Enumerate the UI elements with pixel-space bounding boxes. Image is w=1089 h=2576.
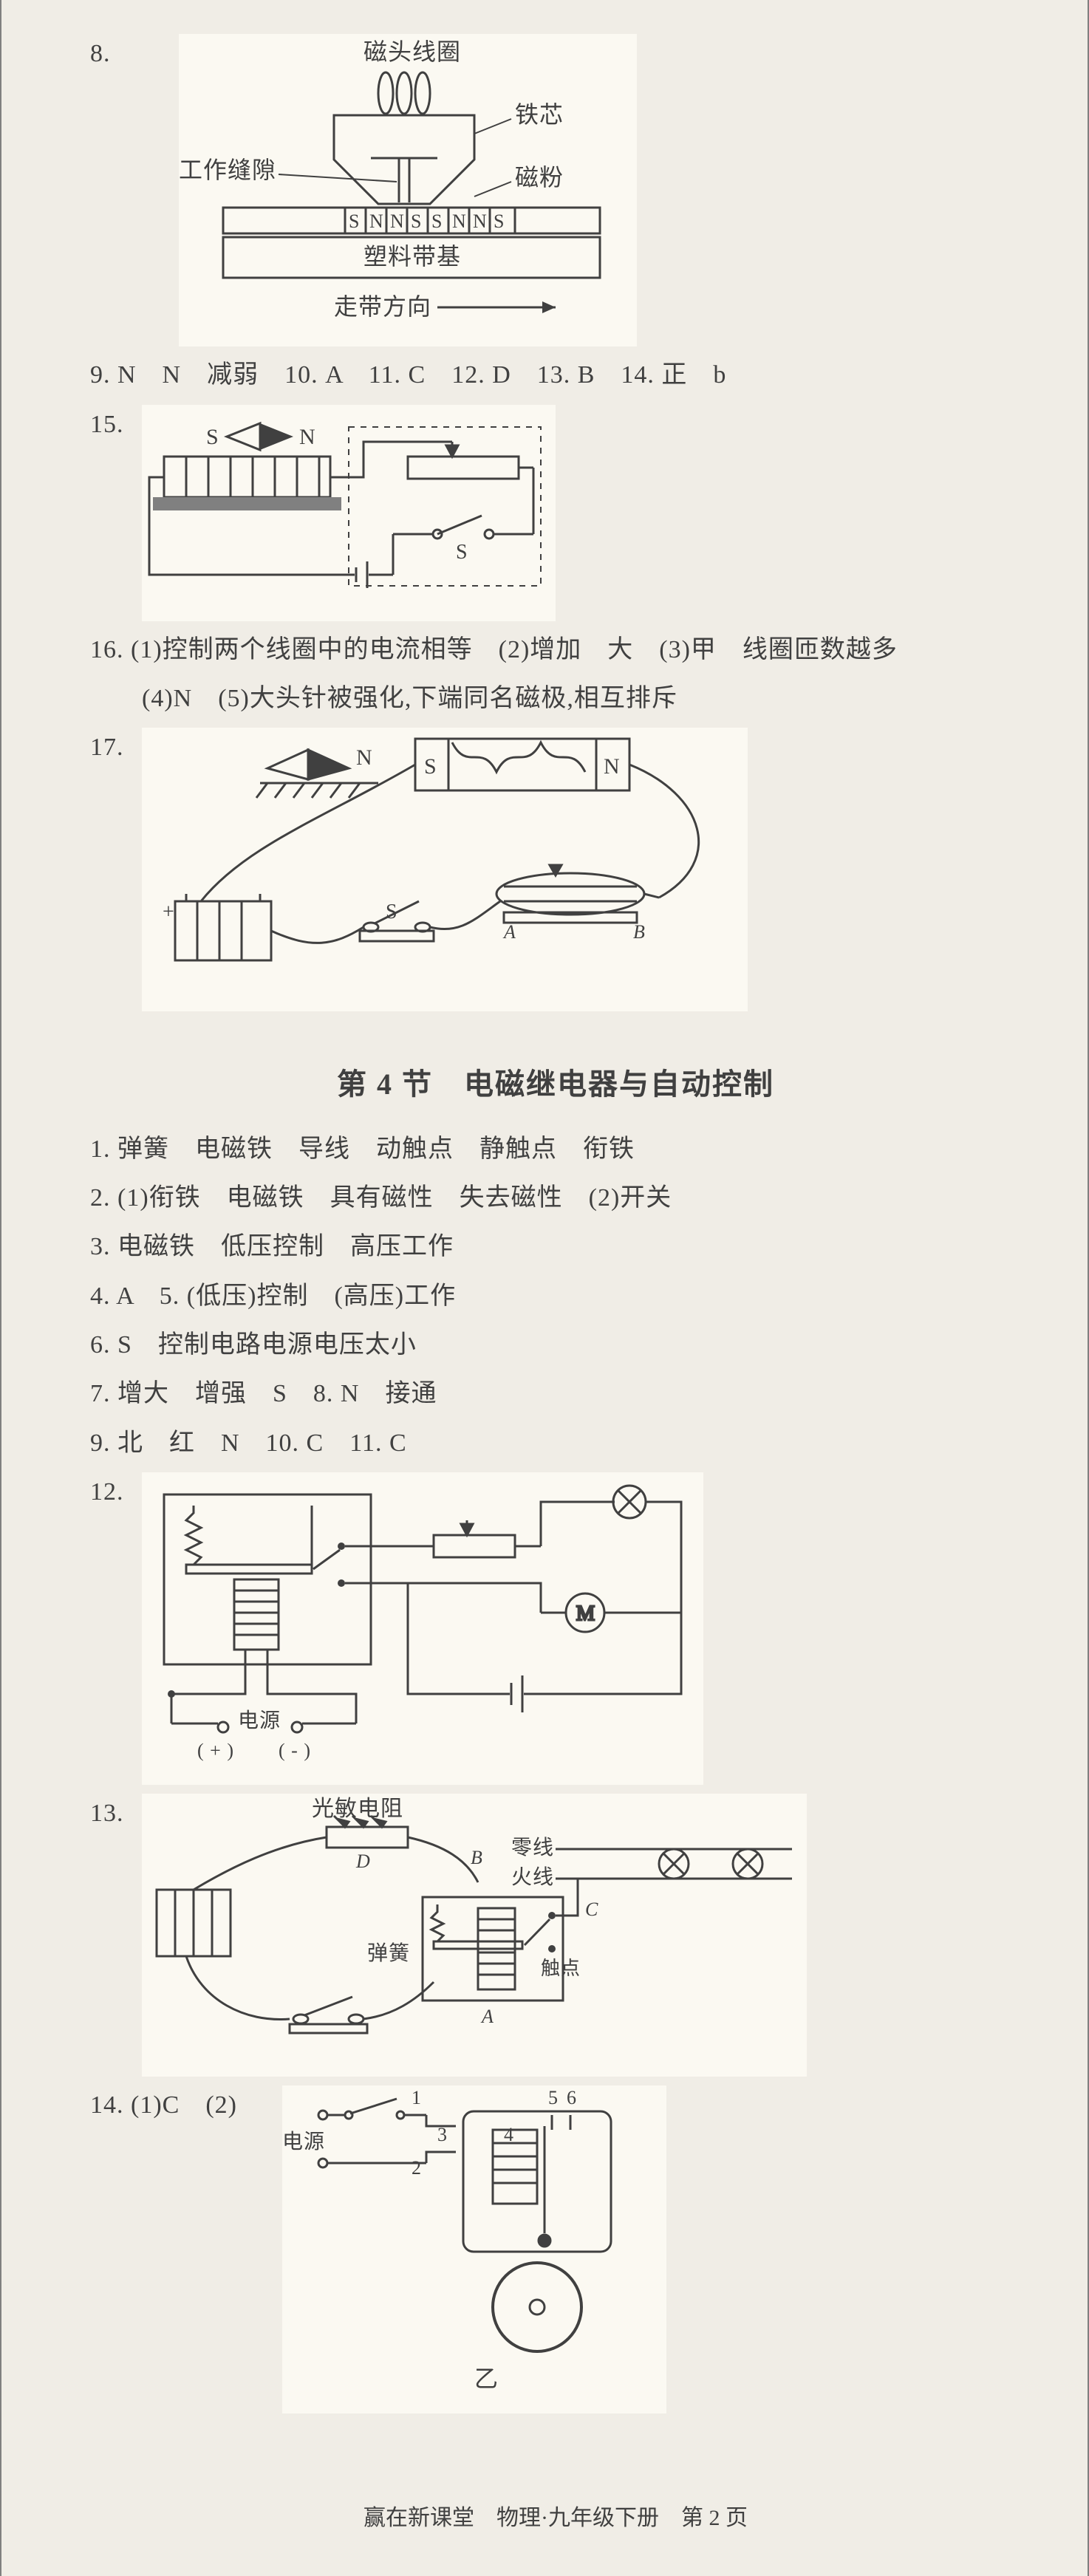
svg-text:2: 2 bbox=[412, 2157, 422, 2179]
svg-text:A: A bbox=[502, 921, 516, 943]
svg-text:触点: 触点 bbox=[541, 1958, 581, 1979]
q8-figure: 磁头线圈 铁芯 工作缝隙 磁粉 bbox=[179, 34, 637, 346]
svg-text:电源: 电源 bbox=[282, 2130, 325, 2153]
q16-l2: (4)N (5)大头针被强化,下端同名磁极,相互排斥 bbox=[90, 674, 1021, 723]
svg-text:N: N bbox=[604, 754, 621, 779]
svg-text:( - ): ( - ) bbox=[279, 1740, 311, 1761]
svg-text:S: S bbox=[349, 211, 360, 232]
q16-l1: 16. (1)控制两个线圈中的电流相等 (2)增加 大 (3)甲 线圈匝数越多 bbox=[90, 626, 1021, 674]
q14-text: 14. (1)C (2) bbox=[90, 2081, 282, 2130]
q17-num: 17. bbox=[90, 723, 142, 772]
s6: 6. S 控制电路电源电压太小 bbox=[90, 1321, 1021, 1370]
q8-dir-label: 走带方向 bbox=[334, 293, 431, 320]
svg-text:M: M bbox=[576, 1602, 595, 1625]
s2: 2. (1)衔铁 电磁铁 具有磁性 失去磁性 (2)开关 bbox=[90, 1174, 1021, 1223]
svg-text:S: S bbox=[494, 211, 505, 232]
q8-core-label: 铁芯 bbox=[515, 101, 564, 128]
svg-text:B: B bbox=[471, 1847, 483, 1868]
svg-text:乙: 乙 bbox=[474, 2365, 499, 2392]
s9: 9. 北 红 N 10. C 11. C bbox=[90, 1419, 1021, 1468]
q13-num: 13. bbox=[90, 1789, 142, 1838]
svg-text:+: + bbox=[163, 901, 175, 923]
svg-text:N: N bbox=[369, 211, 384, 232]
q8-powder-label: 磁粉 bbox=[515, 164, 564, 191]
s4: 4. A 5. (低压)控制 (高压)工作 bbox=[90, 1272, 1021, 1321]
svg-text:5: 5 bbox=[548, 2087, 559, 2108]
q17-figure: N S N + bbox=[142, 728, 748, 1011]
s1: 1. 弹簧 电磁铁 导线 动触点 静触点 衔铁 bbox=[90, 1125, 1021, 1174]
svg-text:S: S bbox=[431, 211, 443, 232]
q8-gap-label: 工作缝隙 bbox=[179, 157, 276, 183]
s3: 3. 电磁铁 低压控制 高压工作 bbox=[90, 1223, 1021, 1271]
q9-line: 9. N N 减弱 10. A 11. C 12. D 13. B 14. 正 … bbox=[90, 351, 1021, 400]
svg-text:N: N bbox=[452, 211, 467, 232]
q15-num: 15. bbox=[90, 400, 142, 449]
svg-text:D: D bbox=[355, 1851, 371, 1872]
svg-text:S: S bbox=[411, 211, 422, 232]
svg-text:S: S bbox=[456, 541, 468, 564]
q8-base-label: 塑料带基 bbox=[363, 243, 461, 270]
svg-text:零线: 零线 bbox=[511, 1836, 554, 1859]
q14-figure: 1 5 6 3 4 2 电源 bbox=[282, 2085, 666, 2413]
svg-text:S: S bbox=[386, 901, 398, 923]
svg-text:6: 6 bbox=[567, 2087, 577, 2108]
svg-text:N: N bbox=[356, 745, 373, 770]
svg-text:N: N bbox=[473, 211, 488, 232]
svg-text:B: B bbox=[633, 921, 646, 943]
svg-text:火线: 火线 bbox=[511, 1865, 554, 1889]
svg-text:1: 1 bbox=[412, 2087, 422, 2108]
q8-coil-label: 磁头线圈 bbox=[363, 38, 461, 65]
svg-text:弹簧: 弹簧 bbox=[367, 1941, 410, 1965]
svg-text:电源: 电源 bbox=[238, 1709, 281, 1732]
svg-text:N: N bbox=[299, 425, 316, 449]
svg-text:( + ): ( + ) bbox=[197, 1740, 234, 1761]
q12-figure: 电源 ( + ) ( - ) M bbox=[142, 1472, 703, 1785]
svg-text:S: S bbox=[206, 425, 219, 449]
q13-figure: 光敏电阻 D B bbox=[142, 1794, 807, 2077]
q8-num: 8. bbox=[90, 30, 179, 78]
svg-text:光敏电阻: 光敏电阻 bbox=[312, 1797, 403, 1821]
svg-text:N: N bbox=[390, 211, 405, 232]
svg-text:A: A bbox=[480, 2006, 494, 2027]
q15-figure: S N bbox=[142, 405, 556, 621]
s7: 7. 增大 增强 S 8. N 接通 bbox=[90, 1370, 1021, 1418]
q12-num: 12. bbox=[90, 1468, 142, 1517]
svg-text:C: C bbox=[585, 1899, 598, 1920]
section-title: 第 4 节 电磁继电器与自动控制 bbox=[90, 1060, 1021, 1103]
page-footer: 赢在新课堂 物理·九年级下册 第 2 页 bbox=[90, 2499, 1021, 2532]
svg-text:S: S bbox=[424, 754, 437, 779]
